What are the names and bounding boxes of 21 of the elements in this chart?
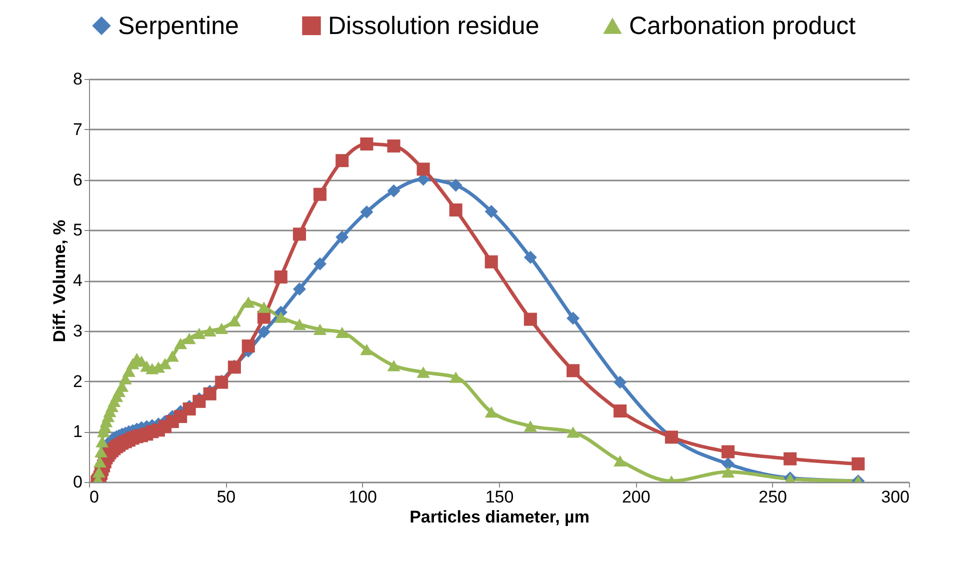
x-axis-title: Particles diameter, µm: [410, 508, 590, 526]
legend-label: Dissolution residue: [328, 12, 540, 40]
y-tick-label: 0: [73, 472, 82, 492]
y-tick-label: 5: [73, 220, 82, 240]
x-tick-label: 50: [216, 488, 236, 506]
x-tick-label: 0: [90, 488, 99, 506]
x-tick-label: 300: [881, 488, 910, 506]
y-tick-label: 7: [73, 120, 82, 139]
legend-label: Carbonation product: [629, 12, 856, 40]
x-tick-label: 150: [485, 488, 514, 506]
legend-label: Serpentine: [118, 12, 239, 40]
y-tick-label: 8: [73, 70, 82, 88]
y-tick-label: 3: [73, 321, 82, 340]
y-tick-label: 4: [73, 271, 82, 290]
y-axis-title: Diff. Volume, %: [50, 220, 70, 342]
y-tick-label: 2: [73, 372, 82, 391]
x-tick-label: 200: [622, 488, 650, 506]
x-tick-label: 250: [758, 488, 788, 506]
y-tick-label: 6: [73, 170, 82, 190]
y-tick-label: 1: [73, 422, 82, 442]
x-tick-label: 100: [348, 488, 378, 506]
